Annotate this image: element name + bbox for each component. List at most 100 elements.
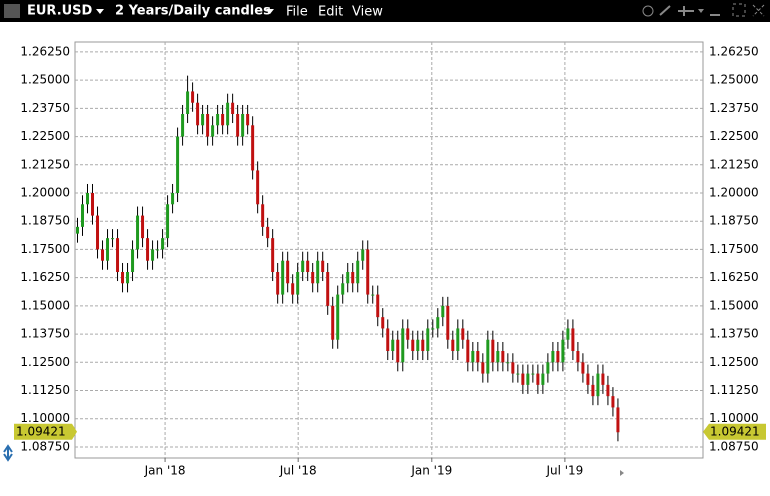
candle-body	[476, 351, 480, 363]
y2-tick-label: 1.25000	[709, 73, 759, 87]
menu-file[interactable]: File	[286, 5, 308, 20]
candle-body	[231, 102, 235, 115]
candle-body	[271, 238, 275, 273]
candle-body	[556, 351, 560, 363]
candle-body	[501, 351, 505, 363]
period[interactable]: 2 Years/Daily candles	[115, 4, 271, 19]
candle-body	[171, 193, 175, 205]
candle-body	[351, 272, 355, 284]
candle-body	[451, 339, 455, 352]
candle-body	[486, 339, 490, 374]
candle-body	[151, 249, 155, 261]
candle-body	[236, 114, 240, 137]
candle-body	[201, 114, 205, 126]
candle-body	[586, 373, 590, 385]
candle-body	[216, 114, 220, 126]
candle-body	[531, 373, 535, 375]
y-tick-label: 1.22500	[20, 129, 70, 143]
candle-body	[126, 272, 130, 284]
candle-body	[191, 91, 195, 103]
candle-body	[431, 328, 435, 330]
candle-body	[141, 215, 145, 239]
candle-body	[266, 226, 270, 239]
y-tick-label: 1.20000	[20, 186, 70, 200]
candle-body	[106, 238, 110, 261]
candle-body	[281, 260, 285, 295]
candle-body	[606, 384, 610, 397]
candle-body	[301, 260, 305, 273]
y-tick-label: 1.17500	[20, 242, 70, 256]
candle-body	[121, 272, 125, 284]
candle-body	[156, 249, 160, 251]
candle-body	[186, 91, 190, 115]
candle-body	[471, 351, 475, 363]
candle-body	[206, 114, 210, 137]
x-tick-label: Jan '19	[410, 464, 452, 478]
candle-body	[386, 328, 390, 352]
candle-body	[131, 249, 135, 273]
y2-tick-label: 1.22500	[709, 129, 759, 143]
candle-body	[246, 114, 250, 126]
candle-body	[566, 328, 570, 340]
maximize-icon[interactable]	[732, 3, 746, 17]
y-tick-label: 1.16250	[20, 270, 70, 284]
pin-icon[interactable]	[678, 6, 694, 16]
y2-tick-label: 1.20000	[709, 186, 759, 200]
scale-icon[interactable]	[3, 444, 13, 462]
candle-body	[76, 226, 80, 234]
link-icon[interactable]	[659, 5, 671, 16]
candle-body	[546, 362, 550, 374]
candle-body	[591, 384, 595, 397]
candle-body	[221, 114, 225, 126]
candle-body	[356, 260, 360, 284]
candle-body	[521, 373, 525, 385]
toolbar: EUR.USD 2 Years/Daily candles File Edit …	[0, 0, 770, 22]
settings-icon[interactable]	[642, 5, 654, 17]
candle-body	[116, 238, 120, 273]
y2-tick-label: 1.26250	[709, 44, 759, 58]
candle-body	[466, 339, 470, 363]
candle-body	[506, 362, 510, 364]
candle-body	[291, 283, 295, 295]
y2-tick-label: 1.15000	[709, 298, 759, 312]
candle-body	[136, 215, 140, 250]
candle-body	[581, 362, 585, 374]
last-price-label: 1.09421	[16, 424, 66, 438]
candle-body	[261, 204, 265, 227]
y2-tick-label: 1.23750	[709, 101, 759, 115]
y2-tick-label: 1.13750	[709, 327, 759, 341]
candle-body	[341, 283, 345, 295]
candle-body	[426, 328, 430, 352]
y2-tick-label: 1.17500	[709, 242, 759, 256]
toolbar-bg	[0, 0, 770, 22]
candle-body	[181, 114, 185, 137]
x-tick-label: Jul '18	[279, 464, 317, 478]
y2-tick-label: 1.11250	[709, 383, 759, 397]
dropdown-arrow[interactable]	[698, 9, 704, 13]
y2-tick-label: 1.21250	[709, 157, 759, 171]
scroll-icon[interactable]	[620, 470, 624, 476]
candle-body	[441, 305, 445, 318]
close-icon[interactable]	[752, 4, 765, 17]
candle-body	[226, 102, 230, 126]
candle-body	[321, 260, 325, 273]
candle-body	[526, 373, 530, 385]
y2-tick-label: 1.18750	[709, 214, 759, 228]
symbol-icon	[4, 4, 20, 18]
menu-view[interactable]: View	[352, 5, 383, 20]
candle-body	[481, 362, 485, 374]
y-tick-label: 1.18750	[20, 214, 70, 228]
candle-body	[256, 170, 260, 205]
dropdown-arrow[interactable]	[266, 9, 274, 14]
candle-body	[456, 328, 460, 352]
candle-body	[371, 294, 375, 296]
candle-body	[336, 294, 340, 340]
symbol[interactable]: EUR.USD	[27, 4, 93, 19]
candle-body	[401, 328, 405, 363]
dropdown-arrow[interactable]	[96, 9, 104, 14]
candle-body	[561, 339, 565, 363]
menu-edit[interactable]: Edit	[318, 5, 343, 20]
y-tick-label: 1.25000	[20, 73, 70, 87]
y-tick-label: 1.11250	[20, 383, 70, 397]
candle-body	[421, 339, 425, 352]
